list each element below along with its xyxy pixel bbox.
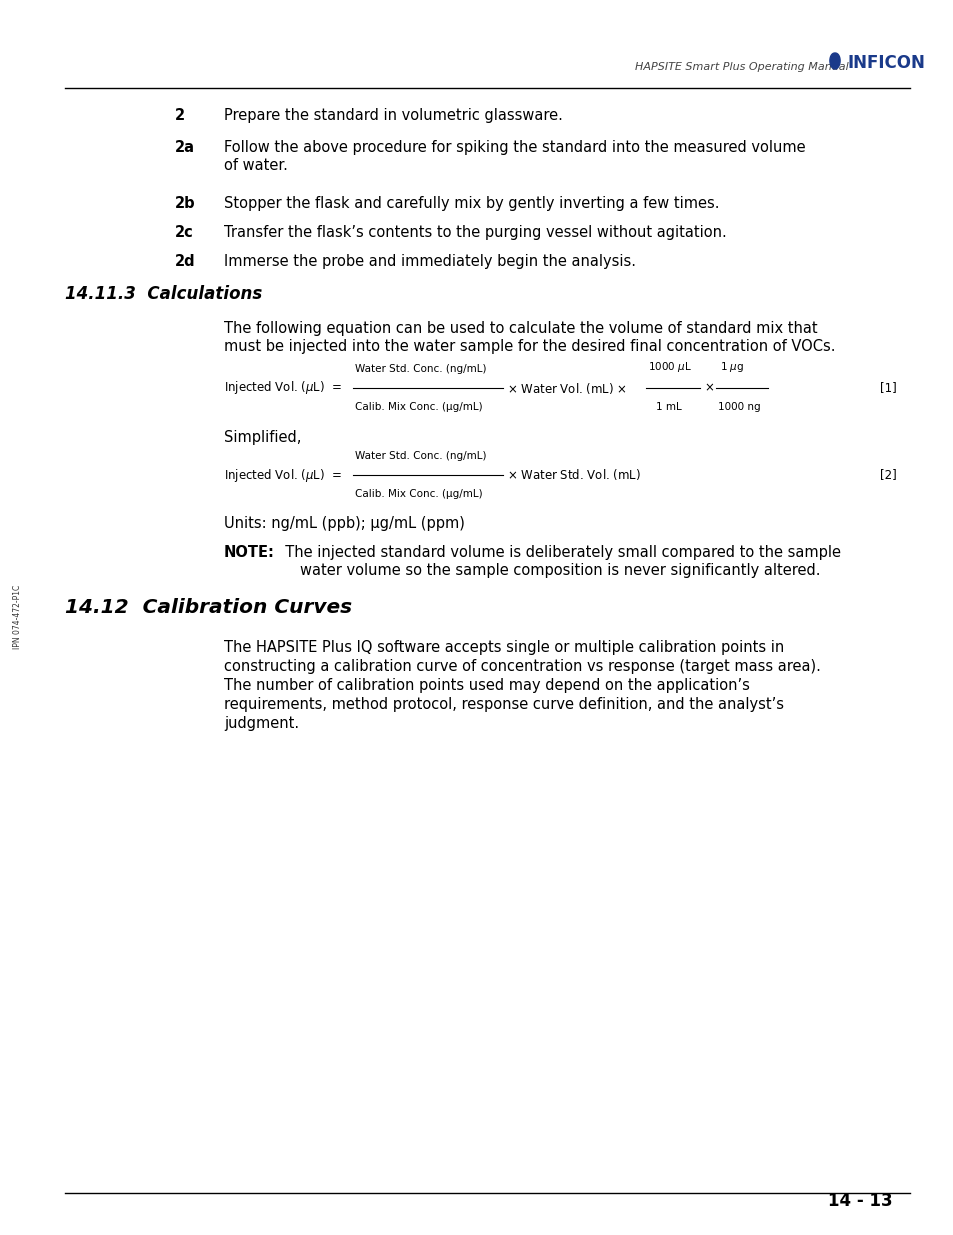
Text: Prepare the standard in volumetric glassware.: Prepare the standard in volumetric glass… — [224, 107, 562, 124]
Text: Immerse the probe and immediately begin the analysis.: Immerse the probe and immediately begin … — [224, 254, 636, 269]
Text: 1 mL: 1 mL — [656, 403, 681, 412]
Text: must be injected into the water sample for the desired final concentration of VO: must be injected into the water sample f… — [224, 338, 835, 354]
Text: Units: ng/mL (ppb); μg/mL (ppm): Units: ng/mL (ppb); μg/mL (ppm) — [224, 516, 464, 531]
Text: The injected standard volume is deliberately small compared to the sample: The injected standard volume is delibera… — [275, 545, 841, 559]
Text: 14.11.3  Calculations: 14.11.3 Calculations — [65, 285, 262, 303]
Text: Water Std. Conc. (ng/mL): Water Std. Conc. (ng/mL) — [355, 451, 486, 461]
Text: The HAPSITE Plus IQ software accepts single or multiple calibration points in: The HAPSITE Plus IQ software accepts sin… — [224, 640, 783, 655]
Text: 14 - 13: 14 - 13 — [827, 1192, 891, 1210]
Text: Water Std. Conc. (ng/mL): Water Std. Conc. (ng/mL) — [355, 364, 486, 374]
Text: [2]: [2] — [879, 468, 896, 482]
Text: 2d: 2d — [174, 254, 195, 269]
Text: Calib. Mix Conc. (μg/mL): Calib. Mix Conc. (μg/mL) — [355, 403, 482, 412]
Text: 2b: 2b — [174, 196, 195, 211]
Text: of water.: of water. — [224, 158, 288, 173]
Text: 2a: 2a — [174, 140, 194, 156]
Text: $\times$ Water Std. Vol. (mL): $\times$ Water Std. Vol. (mL) — [506, 468, 640, 483]
Text: 2: 2 — [174, 107, 185, 124]
Text: NOTE:: NOTE: — [224, 545, 274, 559]
Text: The number of calibration points used may depend on the application’s: The number of calibration points used ma… — [224, 678, 749, 693]
Text: judgment.: judgment. — [224, 716, 299, 731]
Text: Simplified,: Simplified, — [224, 430, 301, 445]
Text: The following equation can be used to calculate the volume of standard mix that: The following equation can be used to ca… — [224, 321, 817, 336]
Text: constructing a calibration curve of concentration vs response (target mass area): constructing a calibration curve of conc… — [224, 659, 820, 674]
Text: 14.12  Calibration Curves: 14.12 Calibration Curves — [65, 598, 352, 618]
Text: HAPSITE Smart Plus Operating Manual: HAPSITE Smart Plus Operating Manual — [635, 62, 848, 72]
Text: Stopper the flask and carefully mix by gently inverting a few times.: Stopper the flask and carefully mix by g… — [224, 196, 719, 211]
Text: Calib. Mix Conc. (μg/mL): Calib. Mix Conc. (μg/mL) — [355, 489, 482, 499]
Text: 1000 $\mu$L: 1000 $\mu$L — [647, 359, 691, 374]
Text: $\times$ Water Vol. (mL) $\times$: $\times$ Water Vol. (mL) $\times$ — [506, 380, 626, 395]
Text: 1 $\mu$g: 1 $\mu$g — [720, 359, 743, 374]
Polygon shape — [829, 53, 840, 69]
Text: 2c: 2c — [174, 225, 193, 240]
Text: Injected Vol. ($\mu$L)  =: Injected Vol. ($\mu$L) = — [224, 467, 342, 483]
Text: IPN 074-472-P1C: IPN 074-472-P1C — [13, 585, 23, 650]
Text: Follow the above procedure for spiking the standard into the measured volume: Follow the above procedure for spiking t… — [224, 140, 804, 156]
Text: water volume so the sample composition is never significantly altered.: water volume so the sample composition i… — [299, 563, 820, 578]
Text: $\times$: $\times$ — [703, 382, 714, 394]
Text: requirements, method protocol, response curve definition, and the analyst’s: requirements, method protocol, response … — [224, 697, 783, 713]
Text: 1000 ng: 1000 ng — [718, 403, 760, 412]
Text: Injected Vol. ($\mu$L)  =: Injected Vol. ($\mu$L) = — [224, 379, 342, 396]
Text: [1]: [1] — [879, 382, 896, 394]
Text: INFICON: INFICON — [847, 54, 925, 72]
Text: Transfer the flask’s contents to the purging vessel without agitation.: Transfer the flask’s contents to the pur… — [224, 225, 726, 240]
